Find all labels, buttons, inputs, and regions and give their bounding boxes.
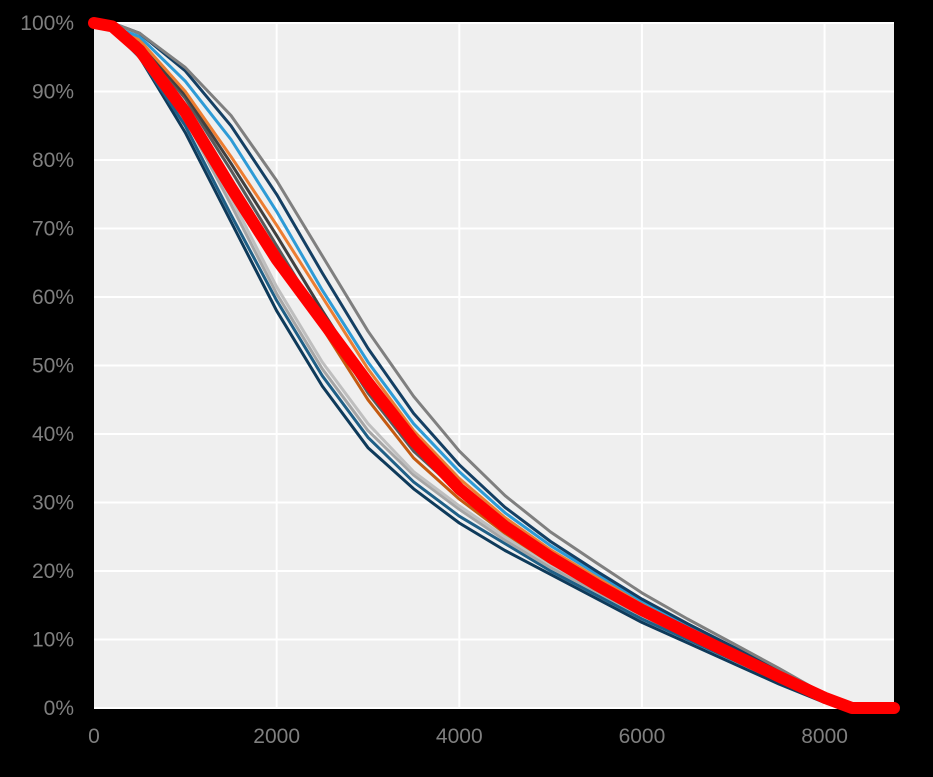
y-tick-label: 70% xyxy=(32,218,74,241)
series-line-12 xyxy=(88,17,900,714)
x-tick-label: 6000 xyxy=(619,725,666,748)
series-lines xyxy=(88,17,900,714)
y-tick-label: 60% xyxy=(32,286,74,309)
y-tick-label: 50% xyxy=(32,355,74,378)
y-tick-label: 40% xyxy=(32,423,74,446)
y-tick-label: 90% xyxy=(32,81,74,104)
y-tick-label: 10% xyxy=(32,629,74,652)
x-tick-label: 8000 xyxy=(801,725,848,748)
y-tick-label: 20% xyxy=(32,560,74,583)
x-tick-label: 0 xyxy=(88,725,100,748)
y-tick-label: 0% xyxy=(44,697,74,720)
x-tick-label: 2000 xyxy=(253,725,300,748)
series-line-11 xyxy=(92,21,896,710)
x-axis-tick-labels: 0 2000 4000 6000 8000 xyxy=(88,725,848,748)
y-axis-tick-labels: 0% 10% 20% 30% 40% 50% 60% 70% 80% 90% 100% xyxy=(20,12,74,720)
series-line-1 xyxy=(92,21,896,710)
y-tick-label: 80% xyxy=(32,149,74,172)
y-tick-label: 30% xyxy=(32,492,74,515)
y-tick-label: 100% xyxy=(20,12,74,35)
x-tick-label: 4000 xyxy=(436,725,483,748)
